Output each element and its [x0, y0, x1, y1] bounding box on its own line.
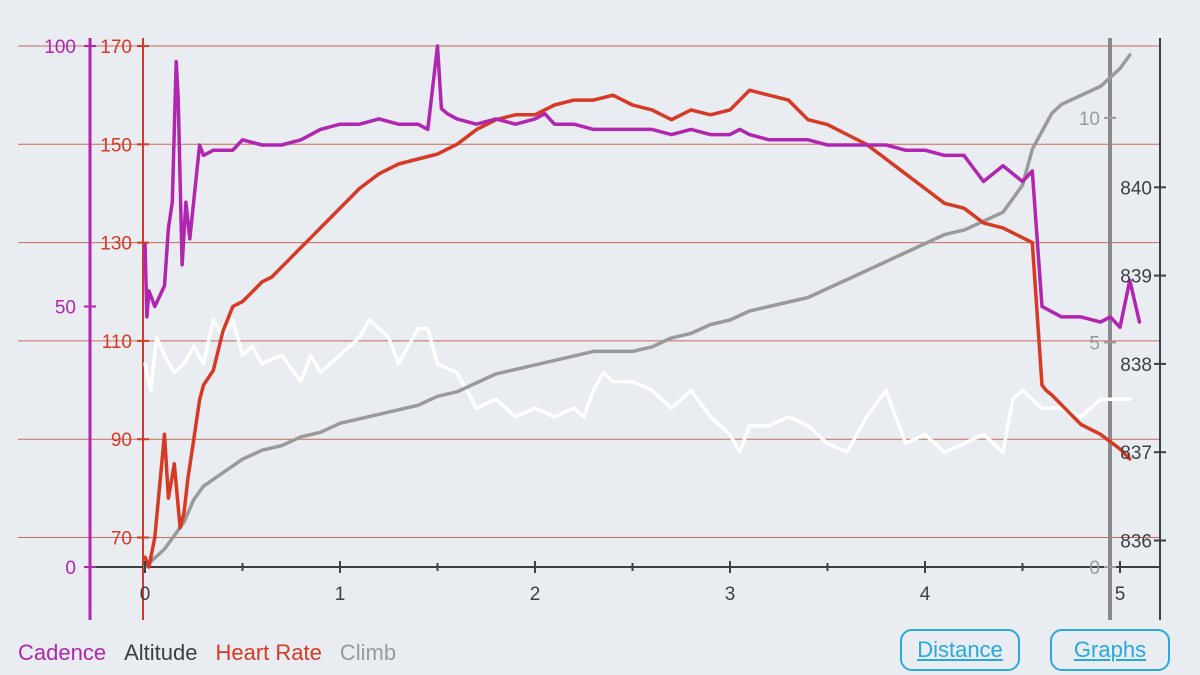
legend-cadence: Cadence	[18, 640, 107, 665]
legend-altitude: Altitude	[124, 640, 198, 665]
cadence-tick-label-100: 100	[44, 37, 76, 58]
legend-heart-rate: Heart Rate	[215, 640, 322, 665]
x-tick-label-4: 4	[920, 584, 931, 605]
legend-climb: Climb	[339, 640, 397, 665]
series-cadence-line	[143, 44, 1142, 330]
x-tick-label-0: 0	[140, 584, 151, 605]
distance-button[interactable]: Distance	[900, 629, 1020, 671]
series-climb-line	[143, 53, 1132, 569]
graphs-button[interactable]: Graphs	[1050, 629, 1170, 671]
altitude-tick-label-837: 837	[1120, 443, 1152, 464]
x-tick-label-1: 1	[335, 584, 346, 605]
cadence-tick-label-50: 50	[55, 298, 76, 319]
series-lines	[143, 44, 1142, 569]
altitude-tick-label-836: 836	[1120, 532, 1152, 553]
x-tick-label-3: 3	[725, 584, 736, 605]
hr-tick-label-170: 170	[100, 37, 132, 58]
series-heart-rate-line	[143, 88, 1132, 569]
x-tick-label-5: 5	[1115, 584, 1126, 605]
altitude-tick-label-839: 839	[1120, 267, 1152, 288]
tick-labels: 0501007090110130150170051083683783883984…	[44, 37, 1166, 605]
altitude-tick-label-840: 840	[1120, 178, 1152, 199]
hr-tick-label-90: 90	[111, 430, 132, 451]
climb-tick-label-0: 0	[1089, 558, 1100, 579]
cadence-tick-label-0: 0	[65, 558, 76, 579]
hr-tick-label-110: 110	[102, 332, 132, 353]
hr-tick-label-130: 130	[100, 234, 132, 255]
altitude-tick-label-838: 838	[1120, 355, 1152, 376]
climb-tick-label-5: 5	[1089, 333, 1100, 354]
hr-tick-label-70: 70	[111, 529, 132, 550]
axes	[88, 38, 1161, 620]
hr-tick-label-150: 150	[100, 135, 132, 156]
legend: Cadence Altitude Heart Rate Climb	[18, 640, 396, 666]
climb-tick-label-10: 10	[1079, 109, 1100, 130]
x-tick-label-2: 2	[530, 584, 541, 605]
series-altitude-line	[143, 317, 1132, 454]
